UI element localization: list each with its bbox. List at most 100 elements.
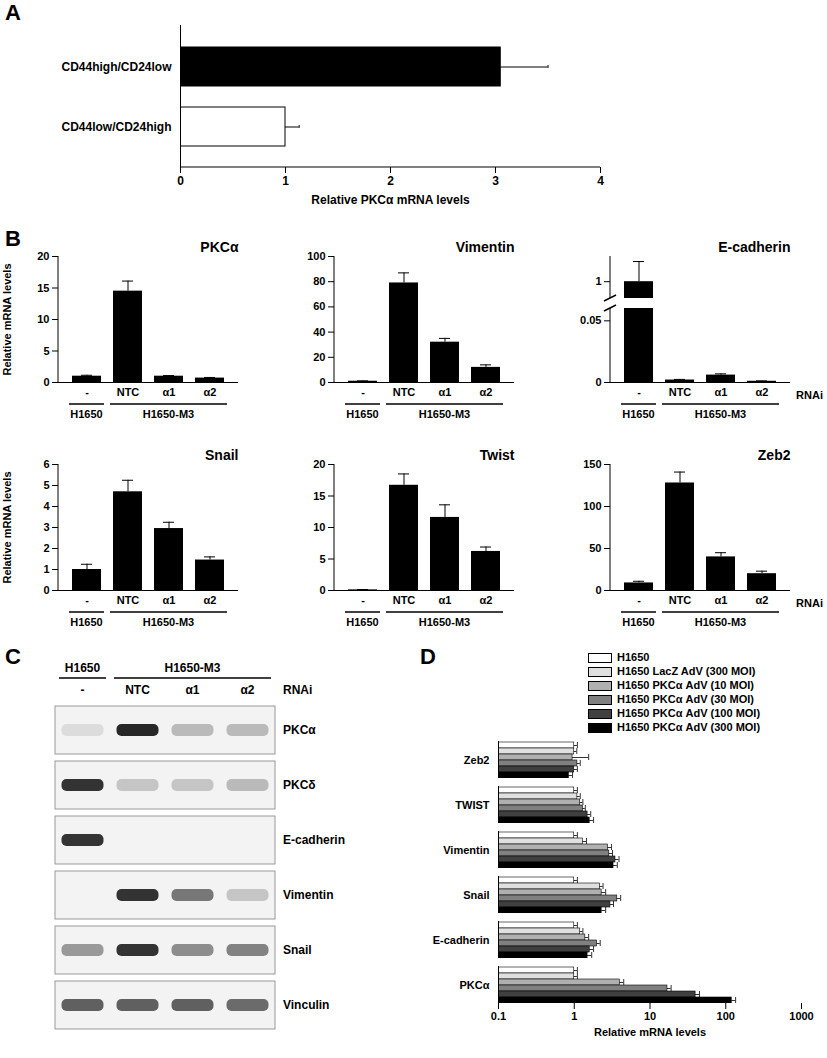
svg-text:5: 5 [43,345,49,357]
svg-text:Snail: Snail [283,943,312,957]
svg-text:20: 20 [313,351,325,363]
svg-text:PKCα: PKCα [283,723,316,737]
svg-text:PKCα: PKCα [460,979,490,991]
svg-text:0: 0 [319,376,325,388]
svg-text:Relative mRNA levels: Relative mRNA levels [594,1026,706,1038]
svg-text:H1650: H1650 [346,616,378,628]
svg-text:α2: α2 [756,594,769,606]
svg-text:0.1: 0.1 [491,1010,506,1022]
svg-text:1: 1 [43,563,49,575]
svg-text:NTC: NTC [393,594,416,606]
svg-text:RNAi: RNAi [796,389,823,401]
svg-text:-: - [637,386,641,398]
svg-text:10: 10 [644,1010,656,1022]
svg-text:Zeb2: Zeb2 [464,754,490,766]
svg-text:5: 5 [43,479,49,491]
svg-text:α1: α1 [715,386,728,398]
svg-text:α1: α1 [185,683,199,697]
svg-text:NTC: NTC [117,594,140,606]
svg-text:20: 20 [37,250,49,262]
svg-text:0: 0 [595,376,601,388]
svg-text:0.05: 0.05 [580,314,601,326]
svg-text:15: 15 [313,490,325,502]
svg-text:E-cadherin: E-cadherin [718,239,790,255]
svg-text:H1650: H1650 [70,616,102,628]
svg-text:100: 100 [583,500,601,512]
svg-text:3: 3 [492,174,499,188]
svg-text:H1650: H1650 [65,661,101,675]
svg-text:Relative mRNA levels: Relative mRNA levels [1,263,13,375]
svg-text:H1650: H1650 [346,408,378,420]
svg-text:3: 3 [43,521,49,533]
svg-text:0: 0 [595,584,601,596]
svg-text:H1650: H1650 [622,408,654,420]
svg-text:H1650-M3: H1650-M3 [695,408,746,420]
svg-text:Relative mRNA levels: Relative mRNA levels [1,471,13,583]
svg-text:α1: α1 [715,594,728,606]
svg-text:20: 20 [313,458,325,470]
svg-text:H1650-M3: H1650-M3 [143,616,194,628]
svg-text:H1650: H1650 [622,616,654,628]
svg-text:2: 2 [387,174,394,188]
svg-text:α2: α2 [480,386,493,398]
svg-text:Twist: Twist [480,447,515,463]
svg-text:Vimentin: Vimentin [443,844,490,856]
svg-text:10: 10 [37,313,49,325]
svg-text:H1650: H1650 [70,408,102,420]
svg-text:1: 1 [282,174,289,188]
svg-text:40: 40 [313,326,325,338]
svg-text:1000: 1000 [789,1010,813,1022]
svg-text:NTC: NTC [125,683,150,697]
svg-text:Zeb2: Zeb2 [758,447,791,463]
svg-text:CD44high/CD24low: CD44high/CD24low [61,60,172,74]
svg-text:0: 0 [43,584,49,596]
svg-text:H1650-M3: H1650-M3 [143,408,194,420]
svg-text:NTC: NTC [393,386,416,398]
svg-text:10: 10 [313,521,325,533]
svg-text:0: 0 [177,174,184,188]
svg-text:E-cadherin: E-cadherin [433,934,490,946]
svg-text:RNAi: RNAi [283,683,312,697]
svg-text:150: 150 [583,458,601,470]
svg-text:RNAi: RNAi [796,597,823,609]
svg-text:α2: α2 [756,386,769,398]
svg-text:α1: α1 [163,594,176,606]
svg-text:6: 6 [43,458,49,470]
svg-text:0: 0 [319,584,325,596]
svg-text:2: 2 [43,542,49,554]
svg-text:α2: α2 [204,386,217,398]
svg-text:1: 1 [595,275,601,287]
svg-text:α2: α2 [204,594,217,606]
svg-text:-: - [361,594,365,606]
svg-text:α2: α2 [480,594,493,606]
svg-text:100: 100 [717,1010,735,1022]
svg-text:0: 0 [43,376,49,388]
svg-text:50: 50 [589,542,601,554]
svg-text:E-cadherin: E-cadherin [283,833,345,847]
svg-text:PKCα: PKCα [200,239,239,255]
svg-text:Snail: Snail [205,447,238,463]
svg-text:H1650-M3: H1650-M3 [419,616,470,628]
svg-text:5: 5 [319,553,325,565]
svg-text:-: - [637,594,641,606]
svg-text:α1: α1 [163,386,176,398]
svg-text:-: - [85,386,89,398]
svg-text:60: 60 [313,300,325,312]
svg-text:15: 15 [37,282,49,294]
svg-text:-: - [361,386,365,398]
svg-text:H1650-M3: H1650-M3 [419,408,470,420]
svg-text:4: 4 [597,174,604,188]
svg-text:α1: α1 [439,386,452,398]
svg-text:Vimentin: Vimentin [283,888,333,902]
svg-text:H1650-M3: H1650-M3 [164,661,220,675]
svg-text:α2: α2 [240,683,254,697]
svg-text:α1: α1 [439,594,452,606]
svg-text:-: - [85,594,89,606]
svg-text:100: 100 [307,250,325,262]
svg-text:1: 1 [571,1010,577,1022]
svg-text:Vimentin: Vimentin [456,239,515,255]
svg-text:Vinculin: Vinculin [283,998,329,1012]
svg-text:NTC: NTC [669,594,692,606]
svg-text:CD44low/CD24high: CD44low/CD24high [61,120,171,134]
svg-text:PKCδ: PKCδ [283,778,316,792]
